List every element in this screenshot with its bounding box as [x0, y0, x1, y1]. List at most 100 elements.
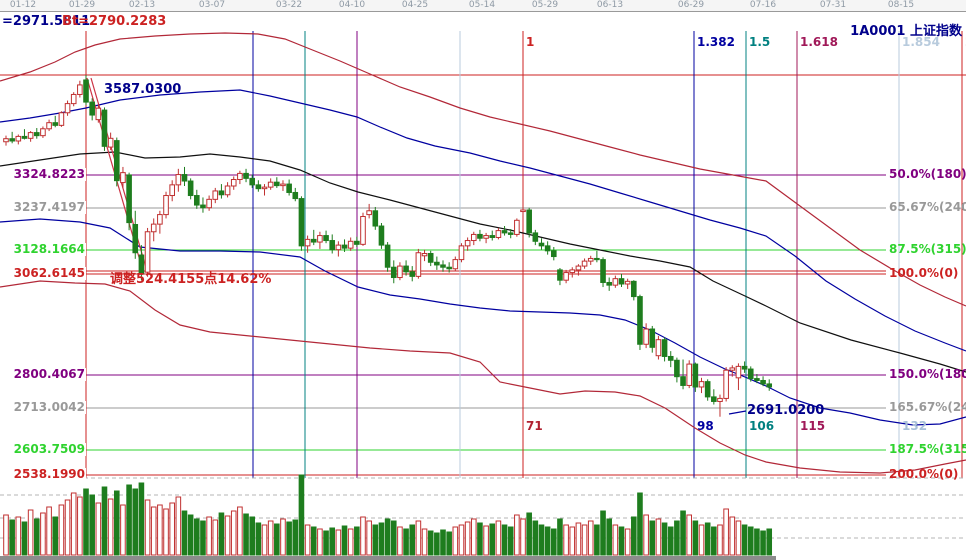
volume-bar — [686, 514, 693, 556]
volume-bar — [27, 509, 34, 556]
volume-bar — [21, 521, 28, 556]
volume-bar — [618, 526, 625, 556]
volume-bar — [144, 499, 151, 556]
volume-bar — [126, 484, 132, 556]
volume-bar — [704, 522, 711, 556]
candle-body — [107, 137, 114, 148]
candle-body — [169, 184, 175, 197]
volume-bar — [120, 504, 126, 556]
candle-body — [458, 245, 465, 261]
volume-bar — [489, 523, 496, 556]
candle-body — [575, 265, 582, 271]
indicator-value-bt: Bt=2790.2283 — [62, 14, 167, 29]
candle-body — [101, 109, 108, 147]
volume-bar — [107, 498, 114, 556]
volume-bar — [274, 523, 280, 556]
candle-body — [526, 209, 532, 234]
volume-bar — [255, 522, 262, 556]
volume-bar — [206, 516, 212, 556]
volume-bar — [77, 496, 83, 556]
candle-body — [427, 252, 434, 263]
volume-bar — [261, 524, 268, 556]
candle-body — [649, 328, 656, 348]
volume-bar — [237, 506, 243, 556]
volume-bar — [470, 518, 477, 556]
candle-body — [692, 363, 699, 388]
candle-body — [132, 224, 139, 254]
volume-bar — [587, 520, 594, 556]
candle-body — [637, 296, 643, 345]
candle-body — [317, 235, 323, 243]
candle-body — [532, 232, 539, 242]
volume-bar — [458, 524, 465, 556]
candle-body — [495, 230, 502, 238]
volume-bar — [440, 529, 446, 556]
volume-bar — [372, 524, 379, 556]
candle-body — [655, 339, 662, 357]
volume-bar — [507, 526, 514, 556]
candle-body — [581, 260, 588, 267]
volume-bar — [286, 521, 292, 556]
candle-body — [354, 240, 360, 245]
candle-body — [95, 107, 102, 121]
volume-bar — [520, 518, 526, 556]
volume-bar — [483, 525, 489, 556]
volume-bar — [717, 524, 723, 556]
candle-body — [83, 79, 89, 103]
candle-body — [514, 219, 520, 235]
volume-bar — [390, 520, 397, 556]
volume-bar — [495, 520, 502, 556]
candle-body — [594, 257, 600, 261]
candle-body — [711, 396, 717, 402]
date-label: 07-31 — [819, 0, 847, 10]
volume-bar — [760, 530, 766, 556]
volume-bar — [341, 525, 348, 556]
volume-bar — [175, 496, 182, 556]
candle-body — [187, 180, 194, 197]
volume-bar — [661, 522, 668, 556]
candle-body — [723, 369, 729, 399]
date-label: 04-10 — [338, 0, 366, 10]
volume-bar — [680, 510, 686, 556]
candle-body — [501, 230, 508, 234]
candle-body — [194, 195, 200, 206]
date-label: 01-29 — [68, 0, 96, 10]
candle-body — [464, 240, 471, 247]
candle-body — [378, 225, 385, 246]
candle-body — [286, 183, 292, 193]
candle-body — [52, 122, 59, 126]
volume-bar — [754, 528, 760, 556]
volume-bar — [9, 519, 15, 556]
date-axis-strip: 01-12 01-29 02-13 03-07 03-22 04-10 04-25 05-14… — [0, 0, 966, 12]
candle-body — [483, 235, 489, 239]
volume-bar — [304, 524, 311, 556]
candle-body — [544, 245, 551, 252]
volume-bar — [477, 522, 483, 556]
volume-bar — [711, 526, 717, 556]
candle-body — [329, 240, 336, 251]
candle-body — [643, 328, 649, 345]
candle-body — [717, 397, 723, 402]
volume-bar — [532, 520, 539, 556]
candle-body — [452, 259, 459, 270]
candle-body — [563, 272, 569, 281]
volume-bar — [655, 518, 662, 556]
volume-bar — [150, 506, 157, 556]
candle-body — [126, 174, 132, 224]
candle-body — [243, 172, 249, 179]
candle-body — [520, 209, 526, 213]
date-label: 02-13 — [128, 0, 156, 10]
volume-bar — [212, 519, 219, 556]
volume-bar — [729, 516, 736, 556]
candle-body — [735, 365, 742, 379]
date-label: 06-13 — [596, 0, 624, 10]
candle-body — [27, 132, 34, 139]
date-label: 07-16 — [749, 0, 777, 10]
candle-body — [77, 84, 83, 95]
candle-body — [384, 244, 391, 268]
volume-bar — [464, 521, 471, 556]
candle-body — [440, 264, 446, 268]
volume-bar — [181, 510, 188, 556]
